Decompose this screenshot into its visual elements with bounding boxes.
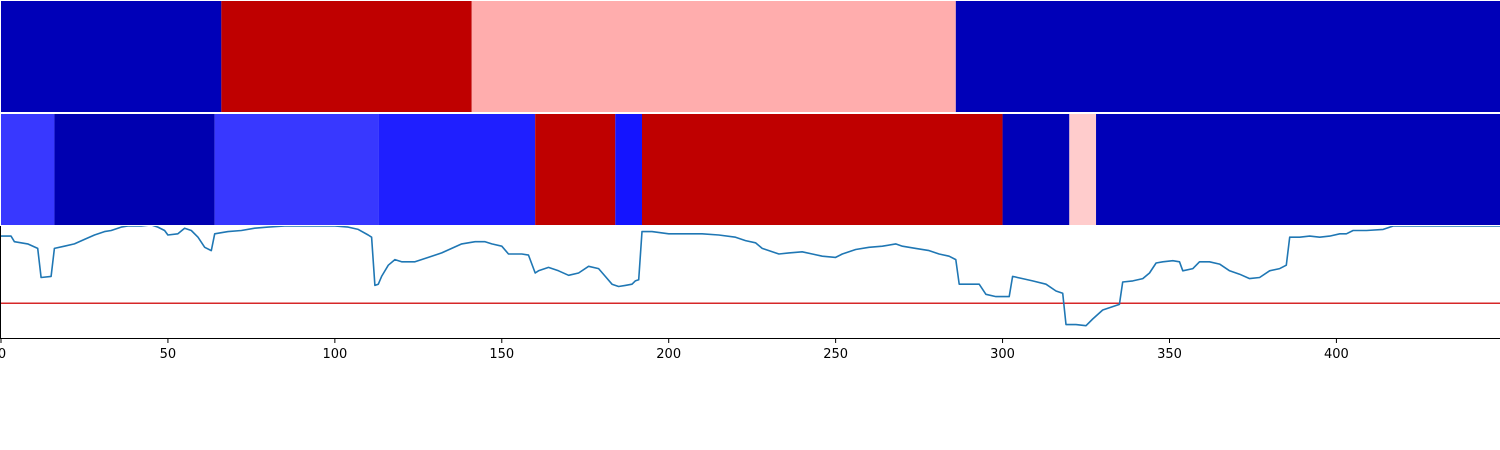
heatmap-segment-1-1 [54,114,215,225]
x-tick-label-6: 300 [990,347,1015,362]
x-tick-label-4: 200 [656,347,681,362]
x-tick-label-0: 0 [0,347,6,362]
heatmap-segment-0-2 [471,1,956,112]
heatmap-segment-1-2 [214,114,379,225]
heatmap-segment-1-3 [378,114,536,225]
heatmap-strip-top [1,1,1500,112]
heatmap-segment-0-3 [955,1,1500,112]
x-axis: 0 50 100 150 200 250 300 350 400 [0,339,1349,362]
x-tick-label-1: 50 [160,347,177,362]
series-line-0 [1,226,1500,327]
x-tick-label-3: 150 [489,347,514,362]
heatmap-segment-1-7 [1002,114,1070,225]
heatmap-segment-1-4 [535,114,616,225]
heatmap-segment-0-0 [1,1,222,112]
heatmap-strip-middle [1,114,1500,225]
heatmap-segment-1-8 [1069,114,1097,225]
heatmap-segment-1-6 [641,114,1003,225]
heatmap-segment-1-9 [1096,114,1500,225]
x-tick-label-7: 350 [1157,347,1182,362]
heatmap-segment-1-0 [1,114,55,225]
x-tick-label-5: 250 [823,347,848,362]
heatmap-segment-0-1 [221,1,472,112]
x-tick-label-2: 100 [322,347,347,362]
heatmap-segment-1-5 [615,114,642,225]
line-panel [0,226,1500,339]
x-tick-label-8: 400 [1324,347,1349,362]
